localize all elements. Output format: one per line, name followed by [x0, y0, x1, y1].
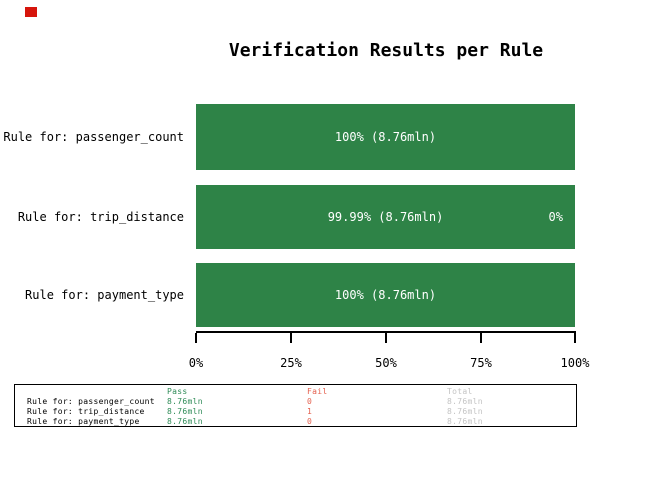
- table-pass-value: 8.76mln: [167, 397, 203, 406]
- y-axis-label-trip-distance: Rule for: trip_distance: [17, 210, 184, 224]
- x-tick-label-0: 0%: [188, 356, 204, 370]
- table-pass-value: 8.76mln: [167, 417, 203, 426]
- y-axis-label-payment-type: Rule for: payment_type: [25, 288, 184, 302]
- table-header-total: Total: [447, 387, 473, 396]
- table-row-label: Rule for: trip_distance: [27, 407, 145, 416]
- bar-value-label: 100% (8.76mln): [334, 130, 437, 144]
- x-axis-tick: [290, 333, 292, 343]
- summary-table: Pass Fail Total Rule for: passenger_coun…: [14, 384, 577, 427]
- bar-trip-distance: 99.99% (8.76mln) 0%: [196, 185, 575, 249]
- bar-value-label: 100% (8.76mln): [334, 288, 437, 302]
- table-fail-value: 0: [307, 397, 313, 406]
- x-tick-label-75: 75%: [470, 356, 492, 370]
- x-tick-label-25: 25%: [280, 356, 302, 370]
- table-total-value: 8.76mln: [447, 417, 483, 426]
- table-header-pass: Pass: [167, 387, 188, 396]
- y-axis-label-passenger-count: Rule for: passenger_count: [3, 130, 184, 144]
- table-row-label: Rule for: passenger_count: [27, 397, 155, 406]
- bar-passenger-count: 100% (8.76mln): [196, 104, 575, 170]
- x-axis-tick: [385, 333, 387, 343]
- table-total-value: 8.76mln: [447, 407, 483, 416]
- bar-payment-type: 100% (8.76mln): [196, 263, 575, 327]
- red-marker-icon: [25, 7, 37, 17]
- table-fail-value: 0: [307, 417, 313, 426]
- table-header-fail: Fail: [307, 387, 328, 396]
- x-tick-label-100: 100%: [560, 356, 590, 370]
- x-axis-line: [196, 331, 576, 333]
- x-axis-tick: [195, 333, 197, 343]
- table-row-label: Rule for: payment_type: [27, 417, 140, 426]
- table-total-value: 8.76mln: [447, 397, 483, 406]
- table-pass-value: 8.76mln: [167, 407, 203, 416]
- x-axis-tick: [480, 333, 482, 343]
- table-fail-value: 1: [307, 407, 313, 416]
- x-axis-tick: [574, 333, 576, 343]
- x-tick-label-50: 50%: [375, 356, 397, 370]
- fail-percent-label: 0%: [548, 210, 563, 224]
- bar-value-label: 99.99% (8.76mln): [327, 210, 444, 224]
- chart-title: Verification Results per Rule: [228, 40, 544, 61]
